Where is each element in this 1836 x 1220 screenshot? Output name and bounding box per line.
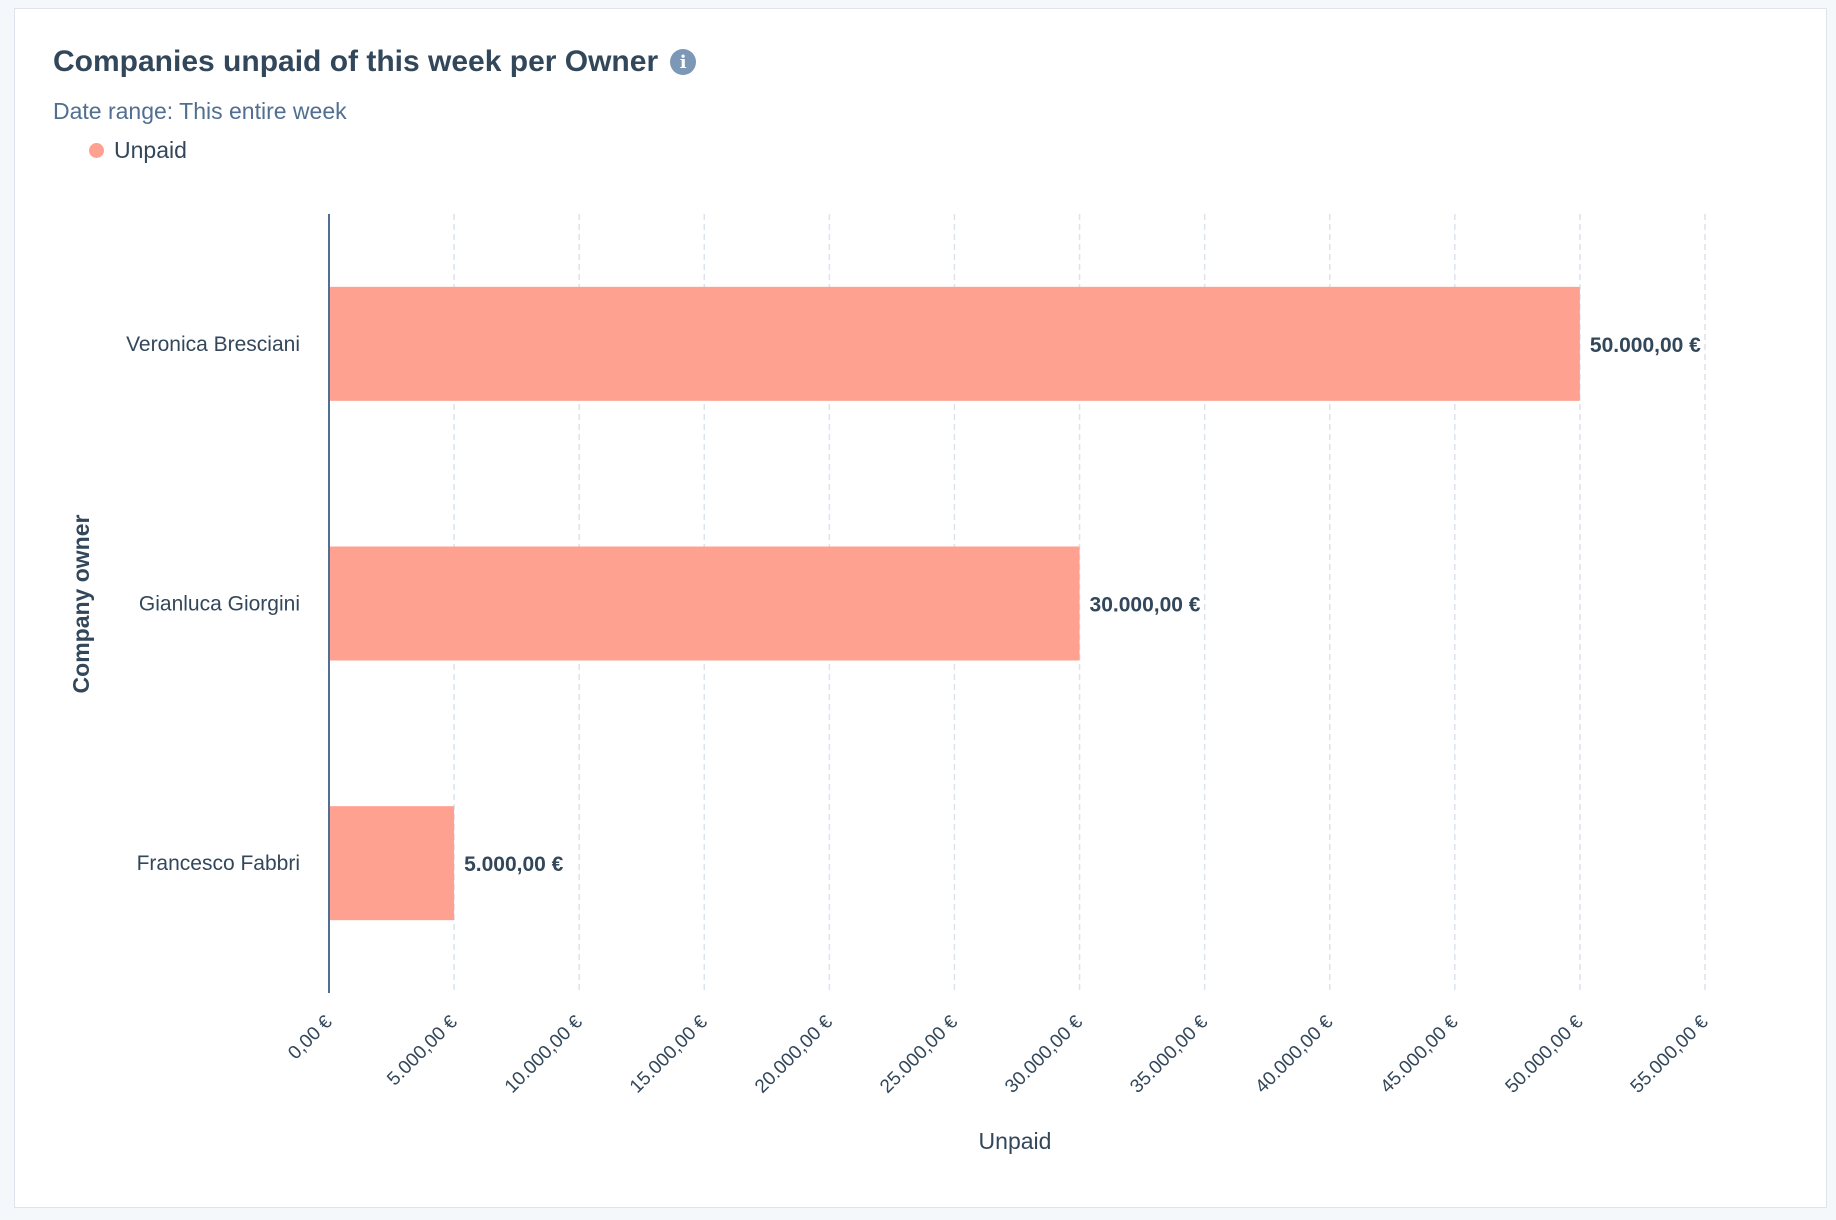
legend-dot-icon xyxy=(89,143,104,158)
x-tick-label: 20.000,00 € xyxy=(751,1011,837,1097)
date-range: Date range: This entire week xyxy=(53,98,347,124)
x-tick-label: 5.000,00 € xyxy=(383,1011,462,1090)
bar xyxy=(329,286,1580,401)
legend-item-unpaid[interactable]: Unpaid xyxy=(89,137,187,164)
x-tick-label: 15.000,00 € xyxy=(626,1011,712,1097)
legend-label: Unpaid xyxy=(114,137,187,163)
bar xyxy=(329,546,1080,661)
bar xyxy=(329,806,455,921)
x-axis-title: Unpaid xyxy=(979,1128,1052,1154)
y-tick-label: Veronica Bresciani xyxy=(126,333,300,356)
x-tick-label: 40.000,00 € xyxy=(1251,1011,1337,1097)
y-tick-label: Gianluca Giorgini xyxy=(139,593,300,616)
x-tick-label: 10.000,00 € xyxy=(501,1011,587,1097)
x-tick-label: 30.000,00 € xyxy=(1001,1011,1087,1097)
data-label: 30.000,00 € xyxy=(1090,594,1201,617)
data-label: 50.000,00 € xyxy=(1590,334,1701,357)
x-tick-label: 50.000,00 € xyxy=(1502,1011,1588,1097)
y-tick-label: Francesco Fabbri xyxy=(137,852,300,875)
x-tick-label: 55.000,00 € xyxy=(1627,1011,1713,1097)
data-label: 5.000,00 € xyxy=(464,853,564,876)
x-tick-label: 0,00 € xyxy=(284,1011,337,1064)
chart-card: Companies unpaid of this week per Owner … xyxy=(14,8,1827,1208)
x-tick-label: 45.000,00 € xyxy=(1377,1011,1463,1097)
chart-title: Companies unpaid of this week per Owner … xyxy=(53,45,697,79)
info-icon[interactable]: i xyxy=(670,49,697,75)
x-tick-label: 35.000,00 € xyxy=(1126,1011,1212,1097)
y-axis-title: Company owner xyxy=(68,514,94,693)
chart-title-text: Companies unpaid of this week per Owner xyxy=(53,45,659,78)
x-tick-label: 25.000,00 € xyxy=(876,1011,962,1097)
